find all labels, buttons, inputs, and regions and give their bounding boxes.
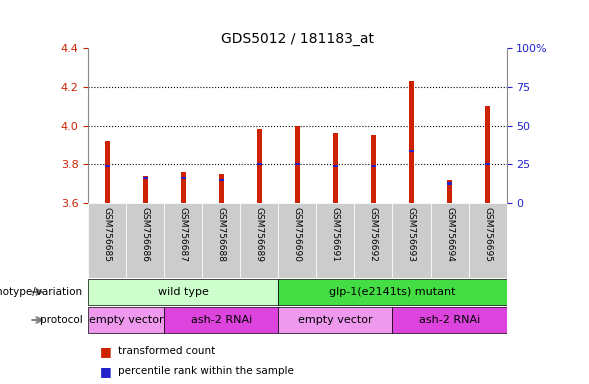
Bar	[371, 165, 376, 167]
Bar	[257, 129, 262, 203]
Bar	[88, 308, 164, 333]
Bar	[333, 165, 337, 167]
Bar	[409, 149, 414, 152]
Text: GSM756686: GSM756686	[141, 207, 150, 262]
Text: percentile rank within the sample: percentile rank within the sample	[118, 366, 294, 376]
Bar	[164, 203, 203, 278]
Text: GSM756691: GSM756691	[331, 207, 340, 262]
Bar	[257, 163, 262, 166]
Text: GSM756685: GSM756685	[103, 207, 112, 262]
Text: GSM756689: GSM756689	[255, 207, 264, 262]
Text: GSM756688: GSM756688	[217, 207, 226, 262]
Text: GSM756693: GSM756693	[407, 207, 416, 262]
Bar	[355, 203, 392, 278]
Title: GDS5012 / 181183_at: GDS5012 / 181183_at	[221, 31, 374, 46]
Bar	[431, 203, 468, 278]
Text: protocol: protocol	[39, 315, 82, 325]
Bar	[88, 280, 279, 305]
Bar	[447, 180, 452, 203]
Text: empty vector: empty vector	[298, 315, 373, 325]
Text: transformed count: transformed count	[118, 346, 215, 356]
Bar	[219, 179, 224, 181]
Text: genotype/variation: genotype/variation	[0, 287, 82, 297]
Bar	[295, 163, 300, 166]
Bar	[127, 203, 164, 278]
Text: ash-2 RNAi: ash-2 RNAi	[419, 315, 480, 325]
Bar	[143, 176, 148, 203]
Bar	[203, 203, 240, 278]
Bar	[409, 81, 414, 203]
Bar	[485, 106, 490, 203]
Bar	[371, 135, 376, 203]
Text: glp-1(e2141ts) mutant: glp-1(e2141ts) mutant	[329, 287, 456, 297]
Text: GSM756695: GSM756695	[483, 207, 492, 262]
Bar	[240, 203, 279, 278]
Bar	[279, 203, 316, 278]
Bar	[181, 172, 186, 203]
Bar	[219, 174, 224, 203]
Text: ■: ■	[100, 345, 112, 358]
Bar	[295, 126, 300, 203]
Bar	[105, 165, 110, 167]
Text: ■: ■	[100, 365, 112, 378]
Bar	[279, 308, 392, 333]
Bar	[447, 182, 452, 185]
Bar	[88, 203, 127, 278]
Text: GSM756690: GSM756690	[293, 207, 302, 262]
Bar	[392, 308, 507, 333]
Bar	[164, 308, 279, 333]
Bar	[105, 141, 110, 203]
Bar	[181, 177, 186, 179]
Bar	[143, 177, 148, 179]
Text: GSM756692: GSM756692	[369, 207, 378, 262]
Text: empty vector: empty vector	[89, 315, 164, 325]
Bar	[468, 203, 507, 278]
Text: ash-2 RNAi: ash-2 RNAi	[191, 315, 252, 325]
Text: GSM756694: GSM756694	[445, 207, 454, 262]
Bar	[485, 163, 490, 166]
Text: wild type: wild type	[158, 287, 209, 297]
Bar	[392, 203, 431, 278]
Text: GSM756687: GSM756687	[179, 207, 188, 262]
Bar	[279, 280, 507, 305]
Bar	[316, 203, 355, 278]
Bar	[333, 133, 337, 203]
